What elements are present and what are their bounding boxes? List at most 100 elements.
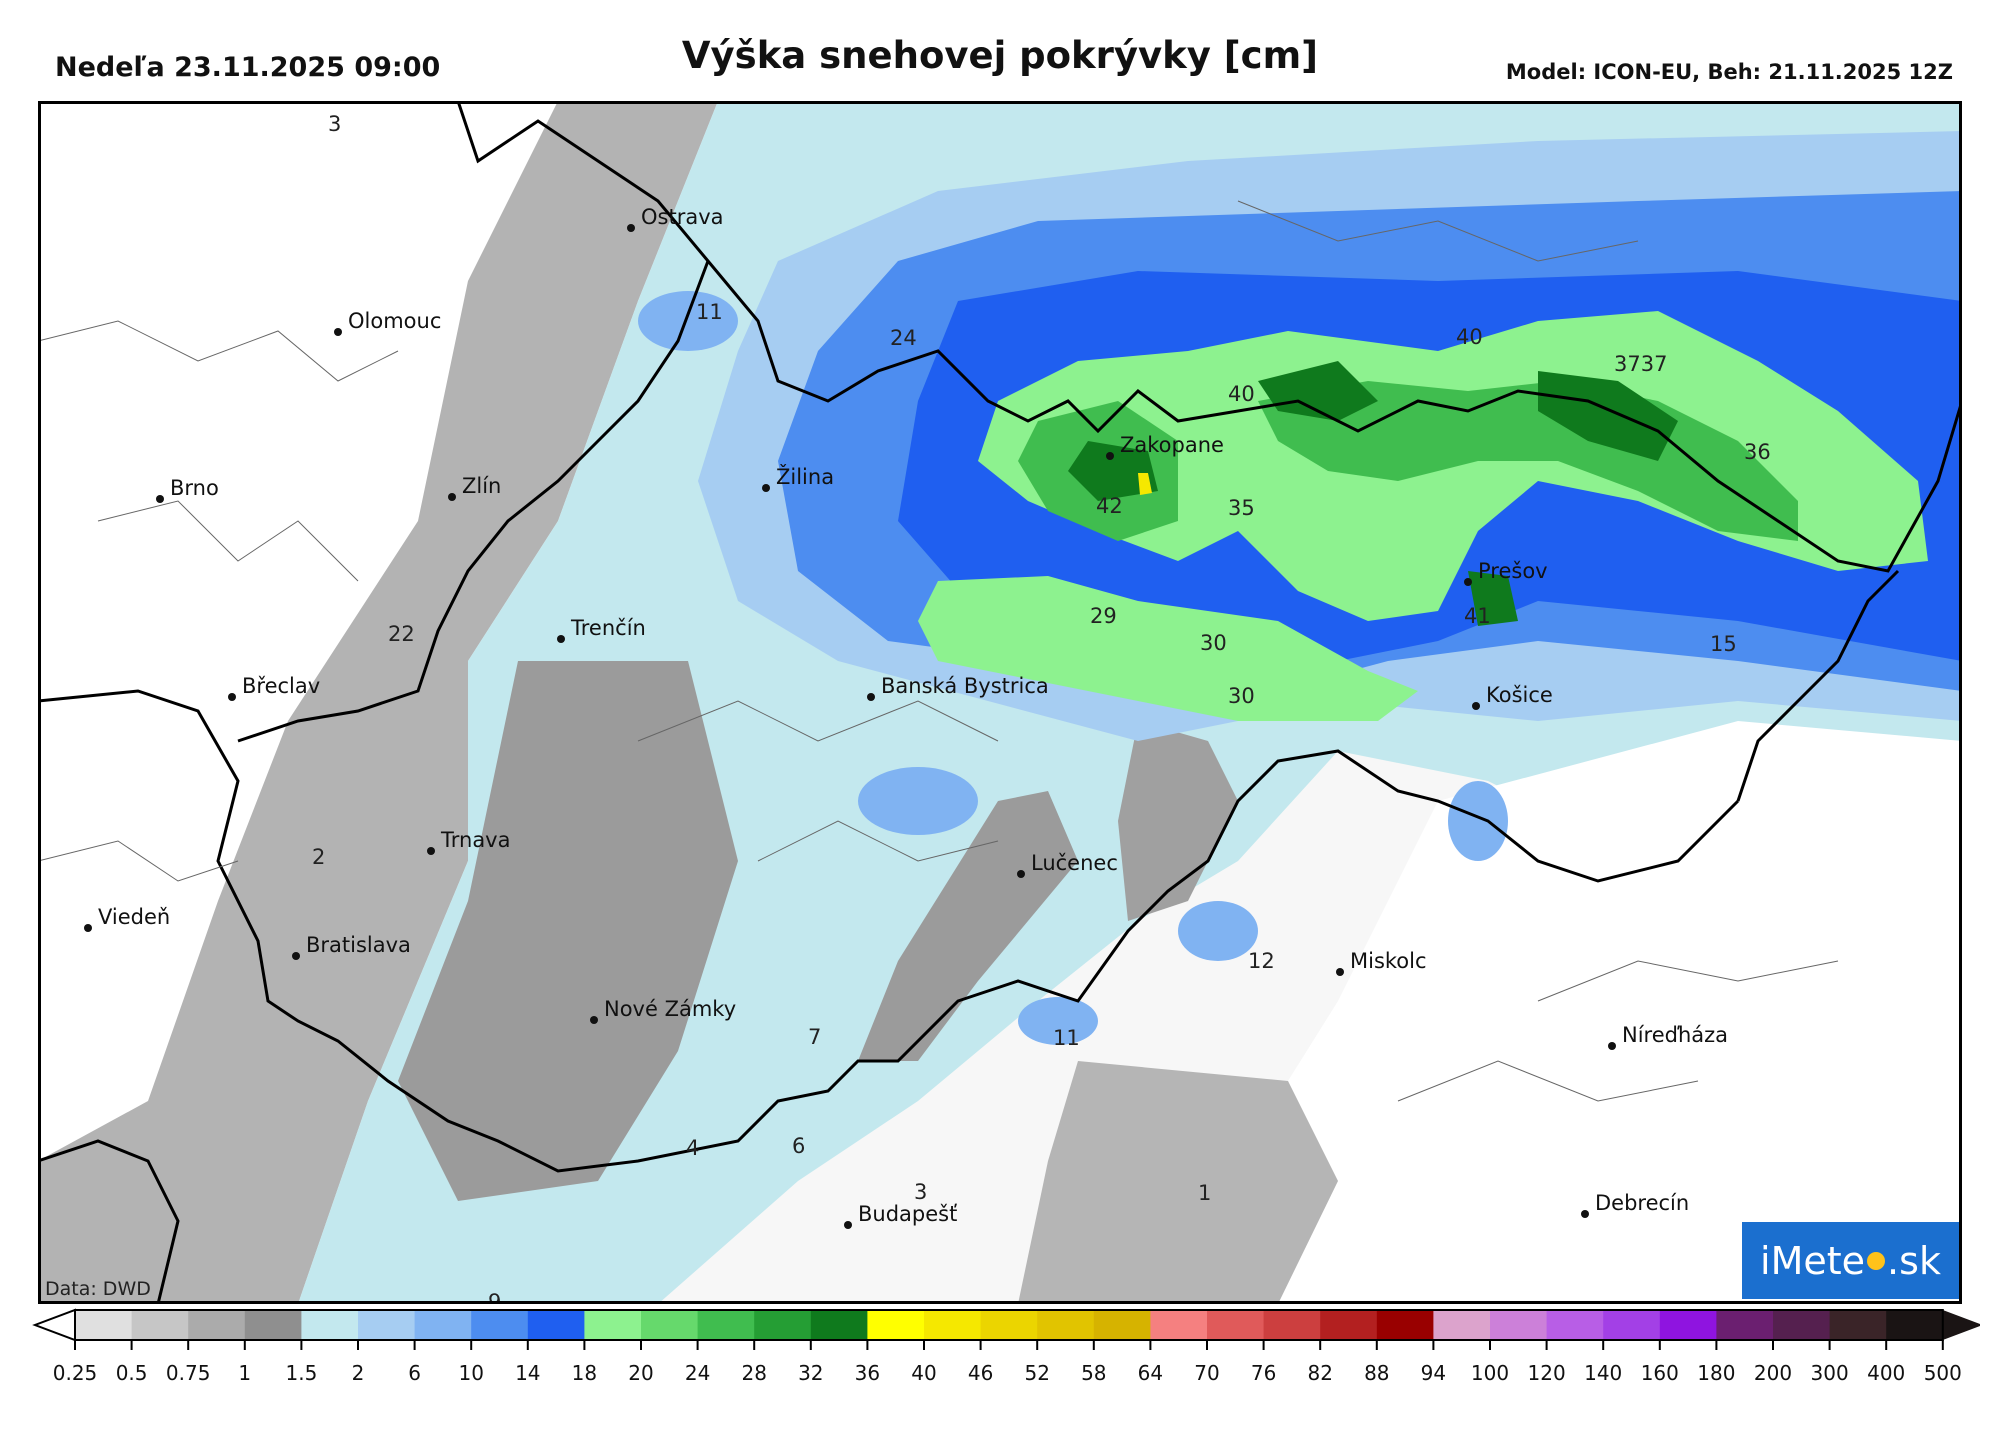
svg-text:Trnava: Trnava <box>440 828 510 852</box>
legend-swatch <box>414 1310 472 1340</box>
value-label: 7 <box>808 1025 821 1049</box>
legend-tick-label: 200 <box>1754 1361 1792 1385</box>
value-label: 42 <box>1096 494 1123 518</box>
legend-arrow-right <box>1942 1310 1980 1340</box>
legend-swatch <box>1433 1310 1491 1340</box>
legend-swatch <box>1886 1310 1944 1340</box>
legend-swatch <box>75 1310 133 1340</box>
svg-text:Bratislava: Bratislava <box>306 933 411 957</box>
legend-swatch <box>980 1310 1038 1340</box>
city-budapest: Budapešť <box>844 1202 957 1229</box>
legend-swatch <box>188 1310 246 1340</box>
value-label: 40 <box>1228 382 1255 406</box>
legend-tick-label: 32 <box>798 1361 823 1385</box>
city-ostrava: Ostrava <box>627 205 724 232</box>
legend-tick-label: 58 <box>1081 1361 1106 1385</box>
country-border-czsk <box>237 260 710 743</box>
legend-swatch <box>1773 1310 1831 1340</box>
city-zilina: Žilina <box>762 464 834 492</box>
legend-swatch <box>1320 1310 1378 1340</box>
country-border-east <box>1736 569 1900 802</box>
svg-text:Lučenec: Lučenec <box>1031 851 1118 875</box>
data-credit: Data: DWD <box>45 1278 151 1300</box>
legend-tick-label: 1.5 <box>285 1361 317 1385</box>
map-title: Výška snehovej pokrývky [cm] <box>681 34 1319 77</box>
legend-tick-label: 120 <box>1528 1361 1566 1385</box>
svg-text:Prešov: Prešov <box>1478 559 1548 583</box>
legend-tick-label: 82 <box>1307 1361 1332 1385</box>
grey-south <box>398 661 738 1201</box>
value-label: 2 <box>312 845 325 869</box>
legend-swatch <box>754 1310 812 1340</box>
legend-tick-label: 2 <box>352 1361 365 1385</box>
svg-text:Banská Bystrica: Banská Bystrica <box>881 674 1049 698</box>
svg-text:Debrecín: Debrecín <box>1595 1191 1689 1215</box>
legend-swatch <box>131 1310 189 1340</box>
low-snow-west <box>38 101 558 1161</box>
svg-text:Nové Zámky: Nové Zámky <box>604 997 736 1021</box>
legend-swatch <box>244 1310 302 1340</box>
legend-swatch <box>924 1310 982 1340</box>
legend-tick-label: 70 <box>1194 1361 1219 1385</box>
regional-borders <box>38 200 1839 1102</box>
value-label: 15 <box>1710 632 1737 656</box>
value-label: 3737 <box>1614 352 1667 376</box>
legend-tick-label: 46 <box>968 1361 993 1385</box>
legend-tick-label: 52 <box>1024 1361 1049 1385</box>
value-label: 35 <box>1228 496 1255 520</box>
legend-tick-label: 6 <box>408 1361 421 1385</box>
color-legend: 0.25 0.5 0.75 1 1.5 2 6 10 14 18 20 24 28 32 36 40 46 52 5… <box>32 1308 1980 1385</box>
svg-text:Budapešť: Budapešť <box>858 1202 957 1226</box>
legend-swatch <box>1150 1310 1208 1340</box>
city-vieden: Viedeň <box>84 905 170 932</box>
legend-swatch <box>358 1310 416 1340</box>
snow-blob-center <box>858 767 978 835</box>
value-label: 36 <box>1744 440 1771 464</box>
sun-icon <box>1867 1251 1886 1270</box>
legend-tick-label: 160 <box>1641 1361 1679 1385</box>
city-banska-bystrica: Banská Bystrica <box>867 674 1049 701</box>
value-label: 11 <box>1053 1026 1080 1050</box>
legend-swatch <box>697 1310 755 1340</box>
legend-tick-label: 18 <box>572 1361 597 1385</box>
legend-swatch <box>1037 1310 1095 1340</box>
city-breclav: Břeclav <box>228 674 320 701</box>
legend-tick-label: 300 <box>1811 1361 1849 1385</box>
value-label: 3 <box>914 1180 927 1204</box>
value-label: 30 <box>1200 631 1227 655</box>
value-label: 22 <box>388 622 415 646</box>
svg-text:Žilina: Žilina <box>776 464 834 489</box>
legend-tick-label: 180 <box>1697 1361 1735 1385</box>
svg-text:Břeclav: Břeclav <box>242 674 320 698</box>
legend-tick-label: 36 <box>855 1361 880 1385</box>
legend-tick-label: 100 <box>1471 1361 1509 1385</box>
svg-text:Zlín: Zlín <box>462 474 501 498</box>
legend-tick-label: 10 <box>458 1361 483 1385</box>
legend-tick-label: 76 <box>1251 1361 1276 1385</box>
city-lucenec: Lučenec <box>1017 851 1118 878</box>
city-brno: Brno <box>156 476 219 503</box>
city-debrecin: Debrecín <box>1581 1191 1689 1218</box>
grey-band <box>38 101 718 1304</box>
value-label: 3 <box>328 112 341 136</box>
legend-swatch <box>471 1310 529 1340</box>
legend-ticks: 0.25 0.5 0.75 1 1.5 2 6 10 14 18 20 24 28 32 36 40 46 52 5… <box>53 1340 1962 1385</box>
legend-swatch <box>867 1310 925 1340</box>
value-label: 1 <box>1198 1181 1211 1205</box>
snow-blob-south <box>1018 997 1098 1045</box>
value-label: 12 <box>1248 949 1275 973</box>
legend-tick-label: 28 <box>741 1361 766 1385</box>
city-niredhaza: Níreďháza <box>1608 1023 1728 1050</box>
value-label: 6 <box>792 1134 805 1158</box>
legend-tick-label: 24 <box>685 1361 710 1385</box>
snow-blob-kosice <box>1448 781 1508 861</box>
value-label: 9 <box>488 1290 501 1304</box>
value-label: 30 <box>1228 684 1255 708</box>
city-kosice: Košice <box>1472 683 1553 710</box>
legend-swatch <box>1207 1310 1265 1340</box>
legend-swatch <box>1546 1310 1604 1340</box>
legend-swatch <box>1376 1310 1434 1340</box>
svg-text:Olomouc: Olomouc <box>348 309 441 333</box>
svg-text:Trenčín: Trenčín <box>570 616 646 640</box>
valid-time: Nedeľa 23.11.2025 09:00 <box>55 52 441 83</box>
